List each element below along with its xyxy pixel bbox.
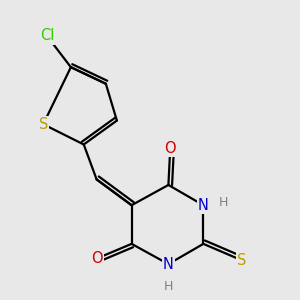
Text: N: N bbox=[198, 198, 209, 213]
Text: N: N bbox=[163, 256, 174, 272]
Text: Cl: Cl bbox=[40, 28, 54, 44]
Text: H: H bbox=[219, 196, 228, 209]
Text: O: O bbox=[91, 251, 102, 266]
Text: S: S bbox=[237, 253, 247, 268]
Text: S: S bbox=[39, 117, 48, 132]
Text: O: O bbox=[164, 141, 176, 156]
Text: H: H bbox=[164, 280, 173, 292]
